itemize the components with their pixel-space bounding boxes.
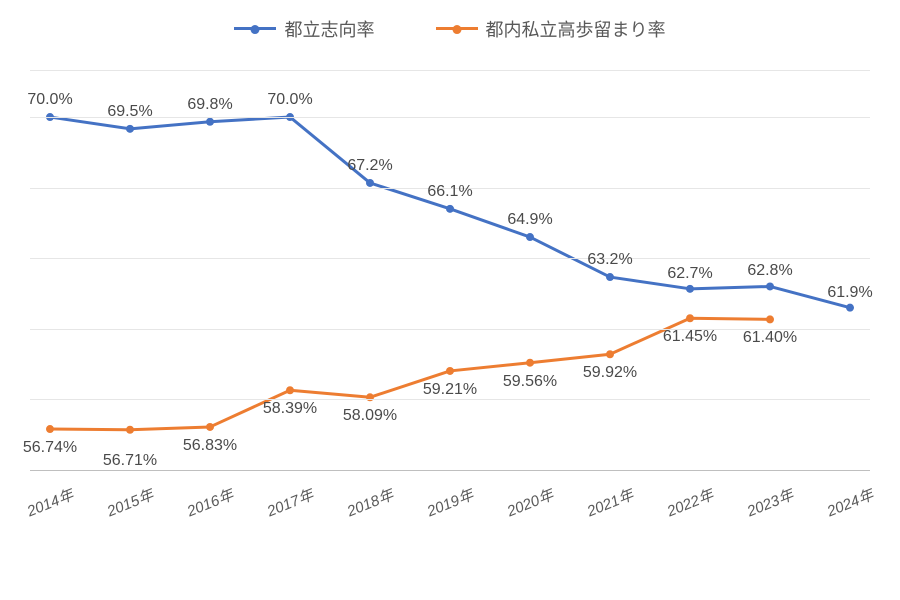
data-label: 69.8% bbox=[187, 96, 232, 114]
legend-swatch-1 bbox=[436, 27, 478, 30]
data-point bbox=[206, 118, 214, 126]
data-point bbox=[766, 315, 774, 323]
data-label: 56.74% bbox=[23, 439, 77, 457]
data-point bbox=[686, 285, 694, 293]
data-label: 56.83% bbox=[183, 437, 237, 455]
data-point bbox=[526, 359, 534, 367]
data-label: 63.2% bbox=[587, 251, 632, 269]
data-label: 61.40% bbox=[743, 329, 797, 347]
legend-label-0: 都立志向率 bbox=[284, 16, 374, 42]
data-point bbox=[206, 423, 214, 431]
data-label: 62.8% bbox=[747, 262, 792, 280]
data-point bbox=[446, 205, 454, 213]
data-label: 58.39% bbox=[263, 400, 317, 418]
data-point bbox=[366, 179, 374, 187]
data-label: 61.9% bbox=[827, 284, 872, 302]
data-point bbox=[126, 125, 134, 133]
data-label: 70.0% bbox=[27, 91, 72, 109]
data-label: 61.45% bbox=[663, 328, 717, 346]
data-label: 67.2% bbox=[347, 157, 392, 175]
plot-area: 2014年2015年2016年2017年2018年2019年2020年2021年… bbox=[30, 60, 870, 530]
data-label: 58.09% bbox=[343, 407, 397, 425]
data-label: 59.56% bbox=[503, 373, 557, 391]
legend-item-series-0: 都立志向率 bbox=[234, 16, 374, 42]
data-point bbox=[686, 314, 694, 322]
data-point bbox=[446, 367, 454, 375]
data-label: 70.0% bbox=[267, 91, 312, 109]
gridline bbox=[30, 117, 870, 118]
data-point bbox=[766, 282, 774, 290]
legend-label-1: 都内私立高歩留まり率 bbox=[486, 16, 666, 42]
data-label: 64.9% bbox=[507, 211, 552, 229]
data-point bbox=[46, 425, 54, 433]
data-label: 59.21% bbox=[423, 381, 477, 399]
data-point bbox=[286, 386, 294, 394]
data-label: 62.7% bbox=[667, 265, 712, 283]
data-point bbox=[846, 304, 854, 312]
data-label: 59.92% bbox=[583, 364, 637, 382]
legend-swatch-0 bbox=[234, 27, 276, 30]
data-point bbox=[606, 273, 614, 281]
legend: 都立志向率 都内私立高歩留まり率 bbox=[0, 14, 900, 42]
data-label: 69.5% bbox=[107, 103, 152, 121]
chart-container: 都立志向率 都内私立高歩留まり率 2014年2015年2016年2017年201… bbox=[0, 0, 900, 600]
legend-item-series-1: 都内私立高歩留まり率 bbox=[436, 16, 666, 42]
gridline bbox=[30, 258, 870, 259]
gridline bbox=[30, 470, 870, 471]
data-point bbox=[126, 426, 134, 434]
data-point bbox=[526, 233, 534, 241]
data-label: 66.1% bbox=[427, 183, 472, 201]
data-label: 56.71% bbox=[103, 452, 157, 470]
gridline bbox=[30, 399, 870, 400]
data-point bbox=[606, 350, 614, 358]
gridline bbox=[30, 70, 870, 71]
